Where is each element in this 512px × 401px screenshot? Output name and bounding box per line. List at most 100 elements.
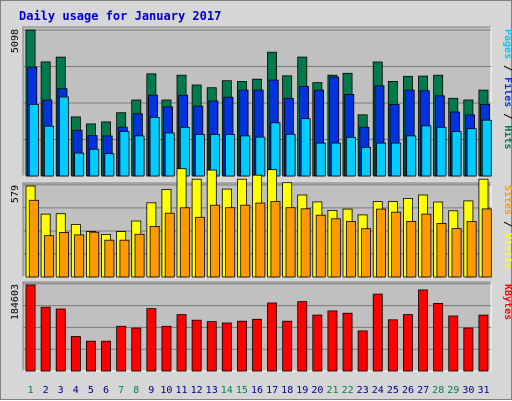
bar-top-pages-day-4: [74, 152, 85, 177]
bar-bottom-kbytes-day-1: [25, 284, 36, 372]
bar-top-pages-day-30: [466, 128, 477, 177]
x-tick-label-12: 12: [191, 385, 203, 396]
bar-middle-sites-day-3: [59, 231, 70, 278]
legend-middle-part-0: Sites: [502, 185, 512, 215]
x-tick-label-3: 3: [58, 385, 64, 396]
bar-middle-sites-day-14: [225, 207, 236, 278]
bar-bottom-kbytes-day-8: [131, 327, 142, 372]
legend-top: Pages / Files / Hits: [502, 29, 512, 149]
bar-middle-sites-day-11: [179, 207, 190, 278]
x-tick-label-30: 30: [462, 385, 474, 396]
x-tick-label-11: 11: [175, 385, 187, 396]
chart-title: Daily usage for January 2017: [19, 9, 221, 23]
bar-top-pages-day-14: [225, 134, 236, 177]
legend-bottom-part-0: KBytes: [502, 284, 512, 320]
legend-bottom: KBytes: [502, 284, 512, 320]
bar-middle-sites-day-6: [104, 239, 115, 278]
bar-bottom-kbytes-day-20: [312, 314, 323, 372]
bar-middle-sites-day-17: [270, 200, 281, 278]
bar-top-pages-day-31: [481, 119, 492, 177]
bar-middle-sites-day-28: [436, 222, 447, 278]
bar-bottom-kbytes-day-6: [101, 340, 112, 372]
bar-top-pages-day-8: [134, 135, 145, 177]
x-tick-label-9: 9: [148, 385, 154, 396]
bar-bottom-kbytes-day-22: [342, 312, 353, 372]
x-tick-label-25: 25: [387, 385, 399, 396]
bar-middle-sites-day-29: [451, 228, 462, 278]
x-tick-label-20: 20: [311, 385, 323, 396]
x-tick-label-24: 24: [372, 385, 384, 396]
legend-top-part-3: /: [502, 107, 512, 125]
bar-top-pages-day-6: [104, 153, 115, 177]
bar-middle-sites-day-25: [391, 211, 402, 278]
bar-middle-sites-day-20: [315, 214, 326, 278]
bar-middle-sites-day-13: [210, 204, 221, 278]
bar-middle-sites-day-27: [421, 213, 432, 278]
bar-middle-sites-day-16: [255, 202, 266, 278]
x-tick-label-31: 31: [477, 385, 489, 396]
bar-bottom-kbytes-day-30: [463, 327, 474, 372]
bar-middle-sites-day-9: [149, 225, 160, 278]
legend-top-part-4: Hits: [502, 125, 512, 149]
bar-top-pages-day-7: [119, 131, 130, 177]
bar-middle-sites-day-15: [240, 204, 251, 278]
bar-bottom-kbytes-day-31: [478, 314, 489, 372]
bar-top-pages-day-20: [315, 142, 326, 177]
bar-middle-sites-day-22: [345, 221, 356, 278]
x-tick-label-23: 23: [357, 385, 369, 396]
x-tick-label-27: 27: [417, 385, 429, 396]
bar-top-pages-day-19: [300, 118, 311, 177]
x-tick-label-29: 29: [447, 385, 459, 396]
bar-bottom-kbytes-day-14: [221, 322, 232, 372]
legend-top-part-1: /: [502, 59, 512, 77]
x-tick-label-26: 26: [402, 385, 414, 396]
bar-top-pages-day-9: [149, 117, 160, 177]
bar-top-pages-day-18: [285, 133, 296, 177]
bar-middle-sites-day-26: [406, 220, 417, 278]
bar-top-pages-day-2: [44, 125, 54, 177]
bar-top-pages-day-15: [240, 135, 251, 177]
bar-bottom-kbytes-day-24: [372, 293, 383, 372]
bar-middle-sites-day-30: [466, 221, 477, 278]
bar-middle-sites-day-21: [330, 218, 341, 278]
bar-middle-sites-day-24: [376, 208, 387, 278]
bar-middle-sites-day-18: [285, 207, 296, 278]
bar-top-pages-day-5: [89, 148, 100, 177]
x-tick-label-16: 16: [251, 385, 263, 396]
bar-bottom-kbytes-day-7: [116, 325, 127, 372]
x-tick-label-17: 17: [266, 385, 278, 396]
bar-bottom-kbytes-day-19: [297, 301, 308, 372]
x-tick-label-10: 10: [160, 385, 172, 396]
bar-bottom-kbytes-day-21: [327, 310, 338, 372]
y-max-label-bottom: 184603: [10, 284, 21, 320]
bar-bottom-kbytes-day-13: [206, 321, 217, 372]
x-tick-label-22: 22: [342, 385, 354, 396]
legend-top-part-2: Files: [502, 77, 512, 107]
bar-bottom-kbytes-day-15: [236, 320, 247, 372]
x-tick-label-2: 2: [43, 385, 49, 396]
x-tick-label-21: 21: [326, 385, 338, 396]
bar-bottom-kbytes-day-29: [448, 315, 459, 372]
bar-top-pages-day-26: [406, 135, 417, 177]
bar-top-pages-day-10: [164, 132, 175, 177]
bar-top-pages-day-27: [421, 125, 432, 177]
bar-top-pages-day-3: [59, 96, 70, 177]
legend-middle: Sites / Visits: [502, 185, 512, 269]
bar-middle-sites-day-4: [74, 234, 85, 278]
x-tick-label-19: 19: [296, 385, 308, 396]
bar-bottom-kbytes-day-3: [55, 308, 66, 372]
x-tick-label-6: 6: [103, 385, 109, 396]
bar-top-pages-day-23: [361, 146, 372, 177]
bar-bottom-kbytes-day-11: [176, 314, 187, 372]
bar-middle-sites-day-7: [119, 239, 130, 278]
bar-bottom-kbytes-day-4: [70, 336, 81, 372]
x-tick-label-1: 1: [27, 385, 33, 396]
x-tick-label-18: 18: [281, 385, 293, 396]
bar-bottom-kbytes-day-25: [387, 319, 398, 372]
bar-top-pages-day-25: [391, 142, 402, 177]
x-tick-label-13: 13: [206, 385, 218, 396]
bar-bottom-kbytes-day-17: [267, 302, 278, 372]
bar-bottom-kbytes-day-9: [146, 308, 157, 372]
